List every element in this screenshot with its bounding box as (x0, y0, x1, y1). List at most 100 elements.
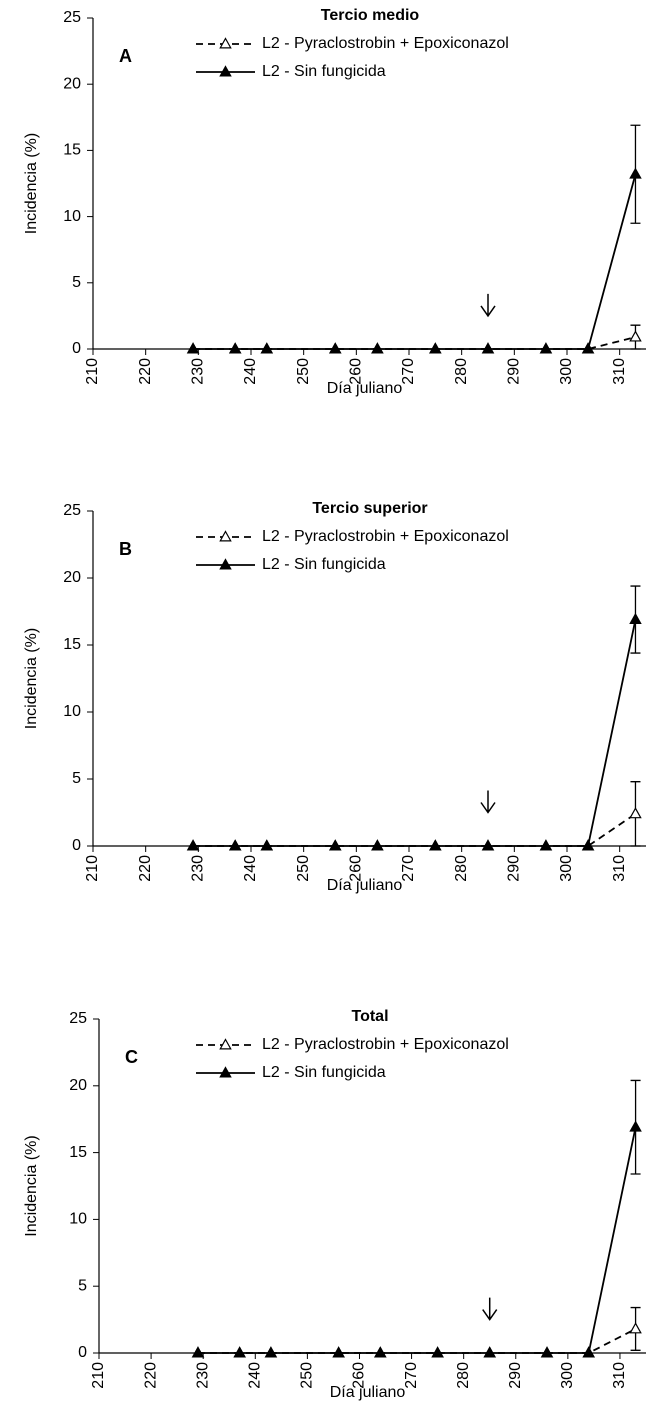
y-tick-label: 20 (63, 569, 81, 586)
x-tick-label: 290 (506, 855, 523, 882)
legend-label: L2 - Sin fungicida (262, 63, 386, 80)
marker (581, 839, 595, 851)
chart-title: Total (351, 1008, 388, 1025)
x-tick-label: 260 (348, 358, 365, 385)
marker (371, 839, 384, 851)
marker (483, 1346, 496, 1358)
y-tick-label: 15 (63, 636, 81, 653)
y-tick-label: 20 (69, 1077, 87, 1094)
marker (332, 1346, 345, 1358)
series-line (193, 619, 637, 847)
marker (429, 839, 442, 851)
y-tick-label: 10 (63, 208, 81, 225)
y-axis-label: Incidencia (%) (23, 1135, 40, 1236)
x-tick-label: 310 (611, 358, 628, 385)
x-tick-label: 210 (90, 1362, 107, 1389)
marker (260, 342, 274, 354)
x-tick-label: 240 (242, 855, 259, 882)
x-tick-label: 230 (194, 1362, 211, 1389)
panel-label: C (125, 1047, 138, 1067)
y-tick-label: 15 (69, 1144, 87, 1161)
x-tick-label: 210 (84, 358, 101, 385)
legend-marker (219, 558, 232, 570)
chart-title: Tercio medio (321, 7, 420, 24)
legend-label: L2 - Pyraclostrobin + Epoxiconazol (262, 1036, 509, 1053)
legend-label: L2 - Sin fungicida (262, 1064, 386, 1081)
panel-label: B (119, 539, 132, 559)
x-tick-label: 260 (351, 1362, 368, 1389)
x-tick-label: 310 (611, 1362, 628, 1389)
marker (581, 342, 595, 354)
marker (539, 839, 553, 851)
x-tick-label: 270 (400, 855, 417, 882)
y-tick-label: 10 (63, 703, 81, 720)
y-tick-label: 5 (72, 274, 81, 291)
legend-marker (219, 37, 232, 49)
x-tick-label: 210 (84, 855, 101, 882)
x-axis-label: Día juliano (327, 877, 403, 894)
y-tick-label: 0 (78, 1344, 87, 1361)
legend-marker (219, 1066, 232, 1078)
marker (539, 342, 553, 354)
marker (431, 1346, 444, 1358)
marker (371, 342, 384, 354)
marker (629, 612, 642, 624)
arrow (482, 1297, 498, 1321)
x-tick-label: 250 (295, 358, 312, 385)
marker (429, 342, 442, 354)
x-tick-label: 270 (400, 358, 417, 385)
legend-marker (219, 65, 232, 77)
marker (260, 839, 274, 851)
x-tick-label: 250 (299, 1362, 316, 1389)
y-tick-label: 0 (72, 837, 81, 854)
panel-label: A (119, 46, 132, 66)
y-axis-label: Incidencia (%) (23, 133, 40, 234)
x-axis-label: Día juliano (327, 380, 403, 397)
x-tick-label: 230 (190, 855, 207, 882)
marker (329, 342, 342, 354)
y-tick-label: 25 (69, 1010, 87, 1027)
marker (629, 1322, 642, 1334)
x-tick-label: 280 (455, 1362, 472, 1389)
chart-panel: 0 5 10 15 20 25 210 220 230 240 250 260 270 280 290 300… (23, 1008, 646, 1401)
x-tick-label: 300 (559, 1362, 576, 1389)
marker (186, 839, 200, 851)
y-tick-label: 15 (63, 142, 81, 159)
marker (374, 1346, 387, 1358)
x-axis-label: Día juliano (330, 1384, 406, 1401)
series-line (197, 1127, 637, 1354)
legend-label: L2 - Pyraclostrobin + Epoxiconazol (262, 35, 509, 52)
marker (481, 342, 495, 354)
x-tick-label: 300 (558, 855, 575, 882)
marker (191, 1346, 205, 1358)
marker (629, 1120, 642, 1132)
y-tick-label: 5 (78, 1277, 87, 1294)
x-tick-label: 310 (611, 855, 628, 882)
marker (186, 342, 200, 354)
series-line (193, 336, 636, 350)
series-line (197, 1328, 636, 1354)
series-line (193, 173, 637, 350)
y-tick-label: 25 (63, 502, 81, 519)
y-tick-label: 0 (72, 340, 81, 357)
x-tick-label: 240 (242, 358, 259, 385)
x-tick-label: 290 (507, 1362, 524, 1389)
x-tick-label: 240 (247, 1362, 264, 1389)
y-tick-label: 5 (72, 770, 81, 787)
marker (629, 167, 642, 179)
x-tick-label: 220 (137, 358, 154, 385)
chart-panel: 0 5 10 15 20 25 210 220 230 240 250 260 270 280 290 300… (23, 500, 646, 894)
chart-panel: 0 5 10 15 20 25 210 220 230 240 250 260 270 280 290 300… (23, 7, 646, 397)
y-tick-label: 20 (63, 75, 81, 92)
y-tick-label: 25 (63, 9, 81, 26)
x-tick-label: 220 (137, 855, 154, 882)
legend-label: L2 - Sin fungicida (262, 556, 386, 573)
legend-marker (219, 1038, 232, 1050)
marker (329, 839, 342, 851)
marker (228, 839, 242, 851)
x-tick-label: 290 (506, 358, 523, 385)
x-tick-label: 280 (453, 358, 470, 385)
y-axis-label: Incidencia (%) (23, 628, 40, 729)
legend-marker (219, 530, 232, 542)
